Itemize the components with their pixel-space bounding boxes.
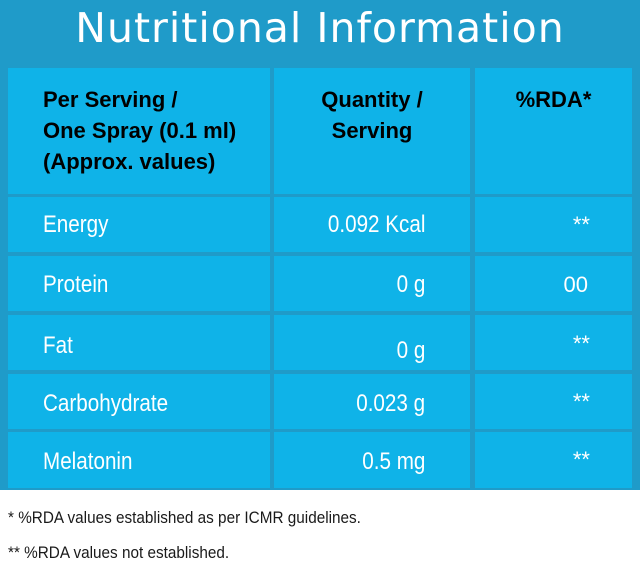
nutrient-name: Melatonin	[43, 448, 133, 475]
table-cell	[8, 432, 270, 488]
nutrient-quantity-wrap: 0.023 g	[345, 390, 425, 418]
nutrient-rda: **	[572, 389, 590, 414]
nutrient-name: Fat	[43, 332, 73, 359]
header-quantity-line: Serving	[331, 118, 413, 143]
page-title: Nutritional Information	[75, 4, 565, 52]
table-cell	[475, 197, 632, 252]
table-cell	[8, 197, 270, 252]
header-cell-rda	[475, 68, 632, 194]
table-cell	[475, 315, 632, 370]
header-cell-serving	[8, 68, 270, 194]
table-cell	[475, 374, 632, 429]
table-cell	[475, 256, 632, 311]
header-serving-label: Per Serving / One Spray (0.1 ml) (Approx…	[43, 84, 283, 177]
table-cell	[274, 256, 470, 311]
table-cell	[475, 432, 632, 488]
nutrient-quantity: 0 g	[396, 271, 425, 298]
nutrient-quantity: 0.5 mg	[361, 448, 425, 475]
nutrient-quantity-wrap: 0 g	[392, 337, 425, 365]
nutrient-quantity: 0 g	[396, 337, 425, 364]
header-rda-line: %RDA*	[515, 87, 592, 112]
table-cell	[8, 315, 270, 370]
header-rda-label: %RDA*	[475, 84, 632, 115]
nutrient-quantity-wrap: 0.092 Kcal	[312, 211, 425, 239]
header-serving-line: One Spray (0.1 ml)	[43, 118, 237, 143]
header-quantity-label: Quantity / Serving	[274, 84, 470, 146]
table-cell	[274, 374, 470, 429]
table-cell	[8, 256, 270, 311]
nutrient-rda: **	[572, 331, 590, 356]
header-cell-quantity	[274, 68, 470, 194]
table-cell	[274, 432, 470, 488]
nutrient-rda: **	[572, 212, 590, 237]
nutrient-quantity-wrap: 0 g	[392, 271, 425, 299]
nutrient-quantity: 0.092 Kcal	[327, 211, 425, 238]
header-serving-line: (Approx. values)	[43, 149, 216, 174]
nutrient-rda: **	[572, 447, 590, 472]
footnote-rda-established: * %RDA values established as per ICMR gu…	[8, 508, 361, 527]
header-serving-line: Per Serving /	[43, 87, 178, 112]
nutrient-name: Carbohydrate	[43, 390, 169, 417]
footnote-rda-not-established: ** %RDA values not established.	[8, 543, 230, 562]
nutrient-name: Energy	[43, 211, 109, 238]
table-cell	[274, 197, 470, 252]
nutrient-quantity: 0.023 g	[356, 390, 425, 417]
table-cell	[8, 374, 270, 429]
nutrient-name: Protein	[43, 271, 109, 298]
nutrient-quantity-wrap: 0.5 mg	[352, 448, 425, 476]
table-cell	[274, 315, 470, 370]
header-quantity-line: Quantity /	[321, 87, 423, 112]
nutrient-rda: 00	[563, 272, 588, 297]
